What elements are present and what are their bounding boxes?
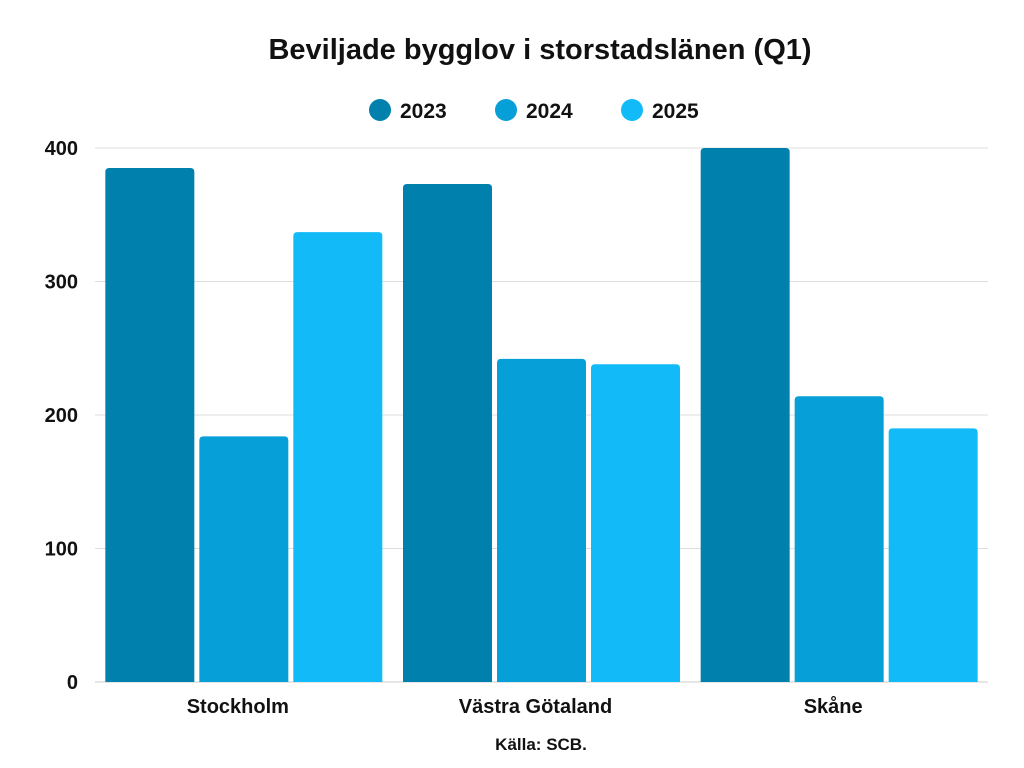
x-category-label: Västra Götaland	[459, 696, 612, 718]
bar-2023-2	[700, 148, 790, 682]
bar-2024-2	[794, 396, 884, 682]
legend-label-2023: 2023	[400, 100, 447, 123]
x-category-label: Stockholm	[187, 696, 289, 718]
x-category-label: Skåne	[804, 695, 863, 718]
bar-2025-1	[591, 364, 680, 682]
y-tick-label: 100	[45, 539, 78, 561]
chart-title: Beviljade bygglov i storstadslänen (Q1)	[268, 34, 811, 66]
bar-2025-0	[293, 232, 383, 683]
legend-swatch-2023	[369, 99, 391, 121]
y-tick-label: 400	[45, 138, 78, 160]
y-tick-label: 300	[45, 272, 78, 294]
legend-swatch-2024	[495, 99, 517, 121]
x-axis: Stockholm Västra Götaland Skåne	[187, 695, 863, 718]
bar-2024-1	[497, 358, 586, 682]
y-tick-label: 0	[67, 672, 78, 694]
legend-swatch-2025	[621, 99, 643, 121]
y-axis: 0 100 200 300 400	[45, 138, 78, 694]
legend-label-2024: 2024	[526, 100, 573, 123]
bar-2023-0	[105, 168, 195, 682]
bar-2025-2	[888, 428, 978, 682]
bars	[105, 148, 978, 683]
legend: 2023 2024 2025	[369, 99, 699, 123]
bar-2023-1	[403, 184, 492, 683]
y-tick-label: 200	[45, 405, 78, 427]
bar-2024-0	[199, 436, 289, 682]
source-note: Källa: SCB.	[495, 735, 587, 754]
legend-label-2025: 2025	[652, 100, 699, 123]
